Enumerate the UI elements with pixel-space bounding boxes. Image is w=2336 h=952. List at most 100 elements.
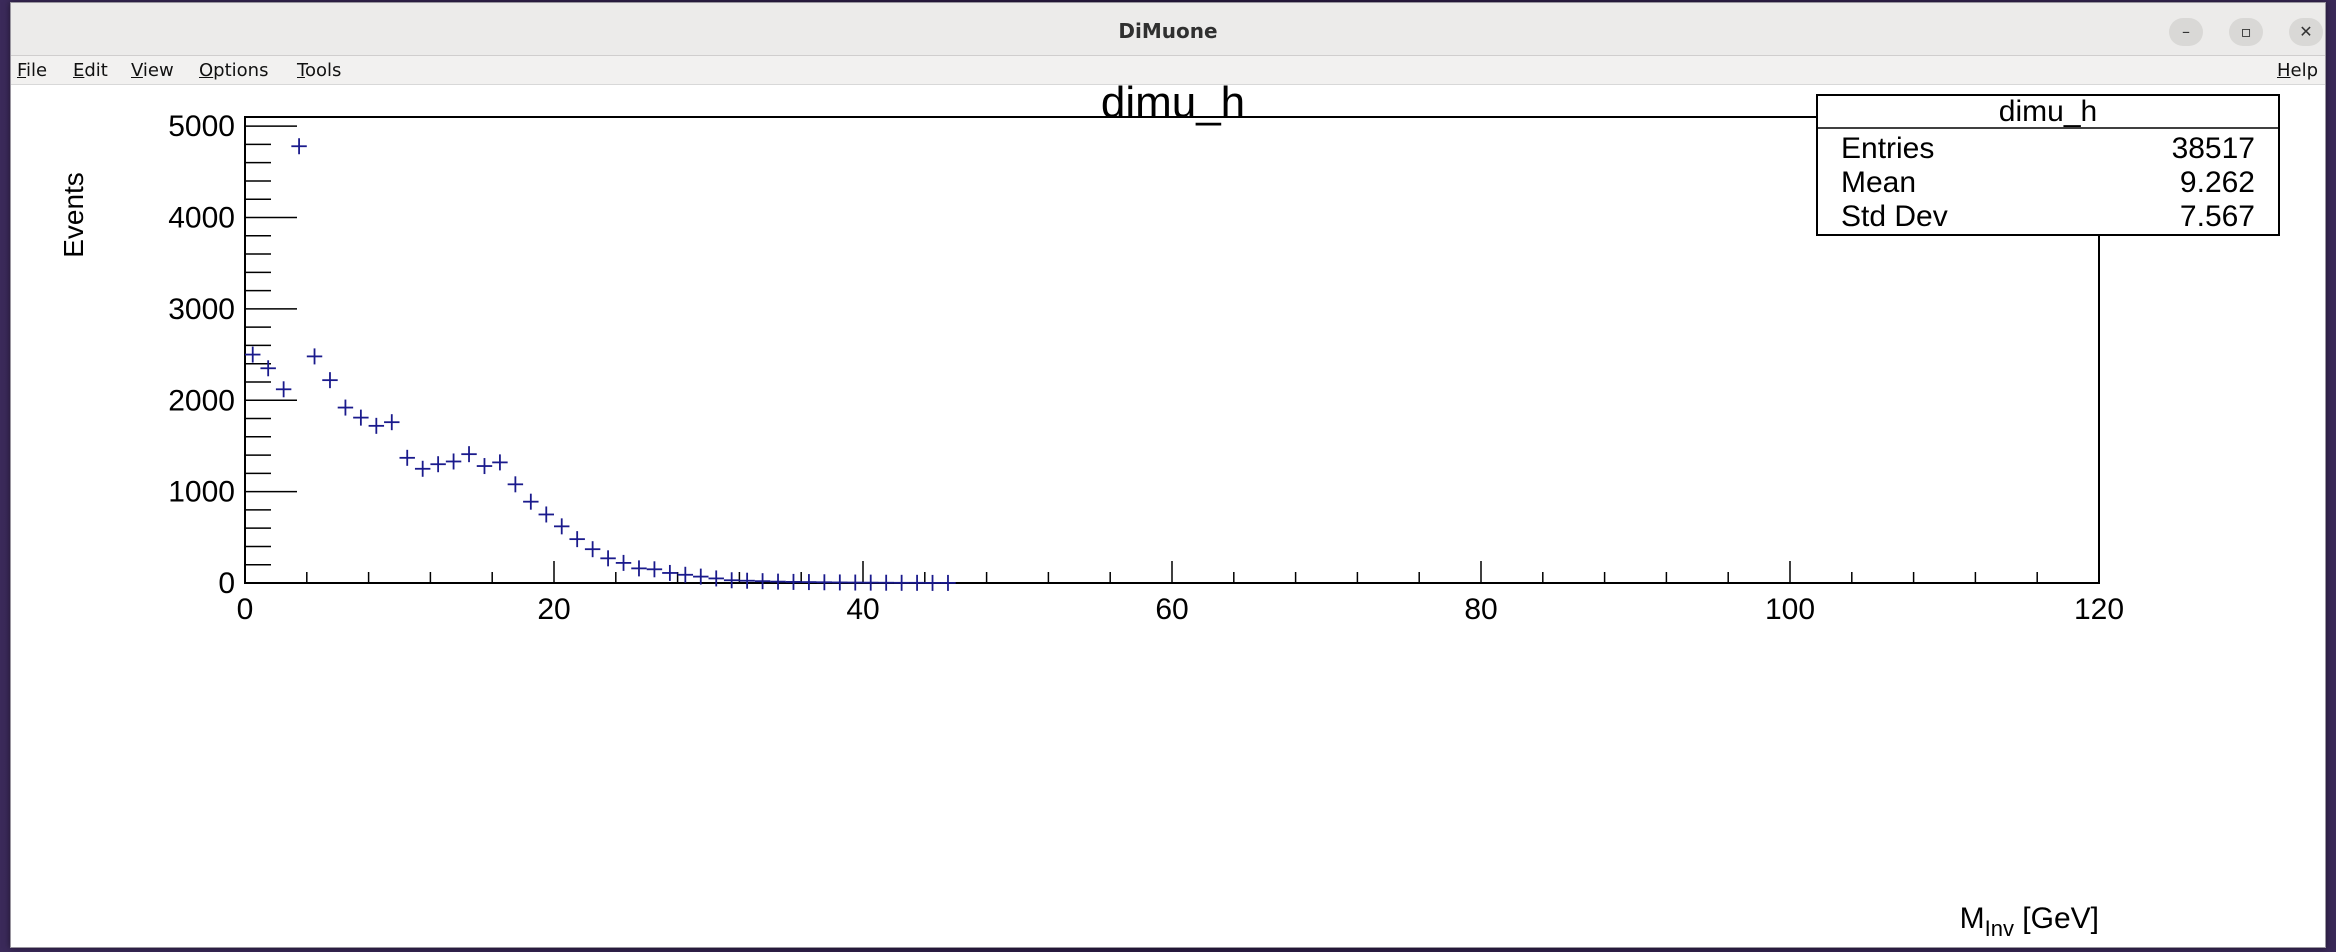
stats-box-frame — [1816, 94, 2280, 236]
data-point — [445, 453, 462, 470]
x-tick-label: 0 — [237, 593, 254, 626]
x-tick-label: 120 — [2074, 593, 2124, 626]
x-tick-label: 100 — [1765, 593, 1815, 626]
menu-view-rest: iew — [142, 60, 174, 81]
menu-tools[interactable]: Tools — [297, 60, 341, 81]
x-axis-label-sub: Inv — [1985, 916, 2014, 941]
data-point — [414, 460, 431, 477]
axes-group: 0 20 40 60 80 100 120 0 1000 2000 3000 4000 5000 — [168, 110, 2124, 626]
y-tick-label: 1000 — [168, 476, 235, 509]
x-axis-label-unit: [GeV] — [2014, 902, 2099, 935]
data-point — [245, 346, 261, 363]
x-axis-label-main: M — [1960, 902, 1985, 935]
data-point — [476, 458, 493, 475]
menu-view-mnemonic: V — [131, 60, 143, 81]
data-point — [646, 561, 663, 578]
data-point — [631, 560, 647, 577]
data-point — [723, 572, 740, 589]
data-point — [863, 574, 879, 591]
data-point — [291, 138, 307, 155]
menu-bar: File Edit View Options Tools Help — [11, 56, 2325, 85]
stats-box[interactable]: dimu_h Entries 38517 Mean 9.262 Std Dev … — [1816, 94, 2280, 236]
data-point — [785, 573, 802, 590]
close-button[interactable]: ✕ — [2289, 18, 2323, 46]
data-point — [368, 417, 385, 434]
data-point — [924, 574, 941, 591]
data-point — [677, 566, 694, 583]
data-point — [353, 409, 369, 426]
data-point — [662, 564, 678, 581]
y-tick-label: 0 — [218, 567, 235, 600]
data-point — [693, 568, 709, 585]
maximize-button[interactable]: ▫ — [2229, 18, 2263, 46]
stats-stddev-label: Std Dev — [1841, 200, 1948, 233]
data-point — [554, 518, 570, 535]
minimize-button[interactable]: – — [2169, 18, 2203, 46]
data-point — [538, 506, 554, 523]
data-point — [306, 348, 323, 365]
window-title: DiMuone — [1118, 19, 1218, 43]
menu-tools-mnemonic: T — [297, 60, 305, 81]
menu-file[interactable]: File — [17, 60, 47, 81]
menu-help-rest: elp — [2290, 60, 2319, 81]
stats-box-title: dimu_h — [1999, 95, 2097, 128]
data-point — [708, 570, 724, 587]
data-point — [816, 574, 833, 591]
plot-title: dimu_h — [1101, 85, 1245, 127]
menu-edit-rest: dit — [84, 60, 108, 81]
data-point — [940, 574, 956, 591]
data-point — [260, 360, 276, 377]
data-point — [801, 574, 817, 591]
stats-mean-value: 9.262 — [2180, 166, 2255, 199]
menu-file-rest: ile — [26, 60, 48, 81]
data-point — [754, 573, 771, 590]
x-tick-label: 60 — [1155, 593, 1188, 626]
data-point — [600, 550, 616, 567]
data-point — [322, 372, 338, 389]
data-point — [739, 572, 755, 589]
data-point — [523, 493, 539, 510]
menu-edit[interactable]: Edit — [73, 60, 108, 81]
data-point — [584, 541, 601, 558]
title-bar[interactable]: DiMuone – ▫ ✕ — [11, 3, 2325, 56]
menu-tools-rest: ools — [304, 60, 342, 81]
stats-mean-label: Mean — [1841, 166, 1916, 199]
x-tick-label: 40 — [846, 593, 879, 626]
data-point — [399, 449, 415, 466]
data-point — [275, 381, 292, 398]
data-point — [893, 574, 910, 591]
stats-stddev-value: 7.567 — [2180, 200, 2255, 233]
menu-options[interactable]: Options — [199, 60, 268, 81]
data-markers — [245, 138, 956, 591]
data-point — [492, 454, 508, 471]
menu-file-mnemonic: F — [17, 60, 27, 81]
y-tick-label: 4000 — [168, 202, 235, 235]
data-point — [847, 574, 863, 591]
menu-help[interactable]: Help — [2277, 60, 2318, 81]
data-point — [832, 574, 848, 591]
menu-view[interactable]: View — [131, 60, 174, 81]
y-axis-label: Events — [58, 172, 89, 258]
histogram-plot: dimu_h Events MInv [GeV] 0 20 40 60 80 100 120… — [58, 78, 2280, 941]
menu-options-rest: ptions — [213, 60, 269, 81]
data-point — [615, 554, 632, 571]
menu-help-mnemonic: H — [2277, 60, 2291, 81]
x-tick-label: 80 — [1464, 593, 1497, 626]
plot-canvas[interactable]: dimu_h Events MInv [GeV] 0 20 40 60 80 100 120… — [11, 78, 2325, 947]
menu-edit-mnemonic: E — [73, 60, 85, 81]
x-axis-label: MInv [GeV] — [1960, 902, 2099, 941]
data-point — [569, 531, 585, 548]
app-window: DiMuone – ▫ ✕ File Edit View Options Too… — [10, 2, 2326, 948]
data-point — [507, 476, 524, 493]
data-point — [909, 574, 925, 591]
stats-entries-value: 38517 — [2172, 132, 2255, 165]
menu-options-mnemonic: O — [199, 60, 214, 81]
x-tick-label: 20 — [537, 593, 570, 626]
stats-entries-label: Entries — [1841, 132, 1934, 165]
data-point — [430, 456, 446, 473]
data-point — [878, 574, 894, 591]
y-tick-label: 3000 — [168, 293, 235, 326]
y-tick-label: 2000 — [168, 384, 235, 417]
y-tick-label: 5000 — [168, 110, 235, 143]
data-point — [461, 446, 477, 463]
